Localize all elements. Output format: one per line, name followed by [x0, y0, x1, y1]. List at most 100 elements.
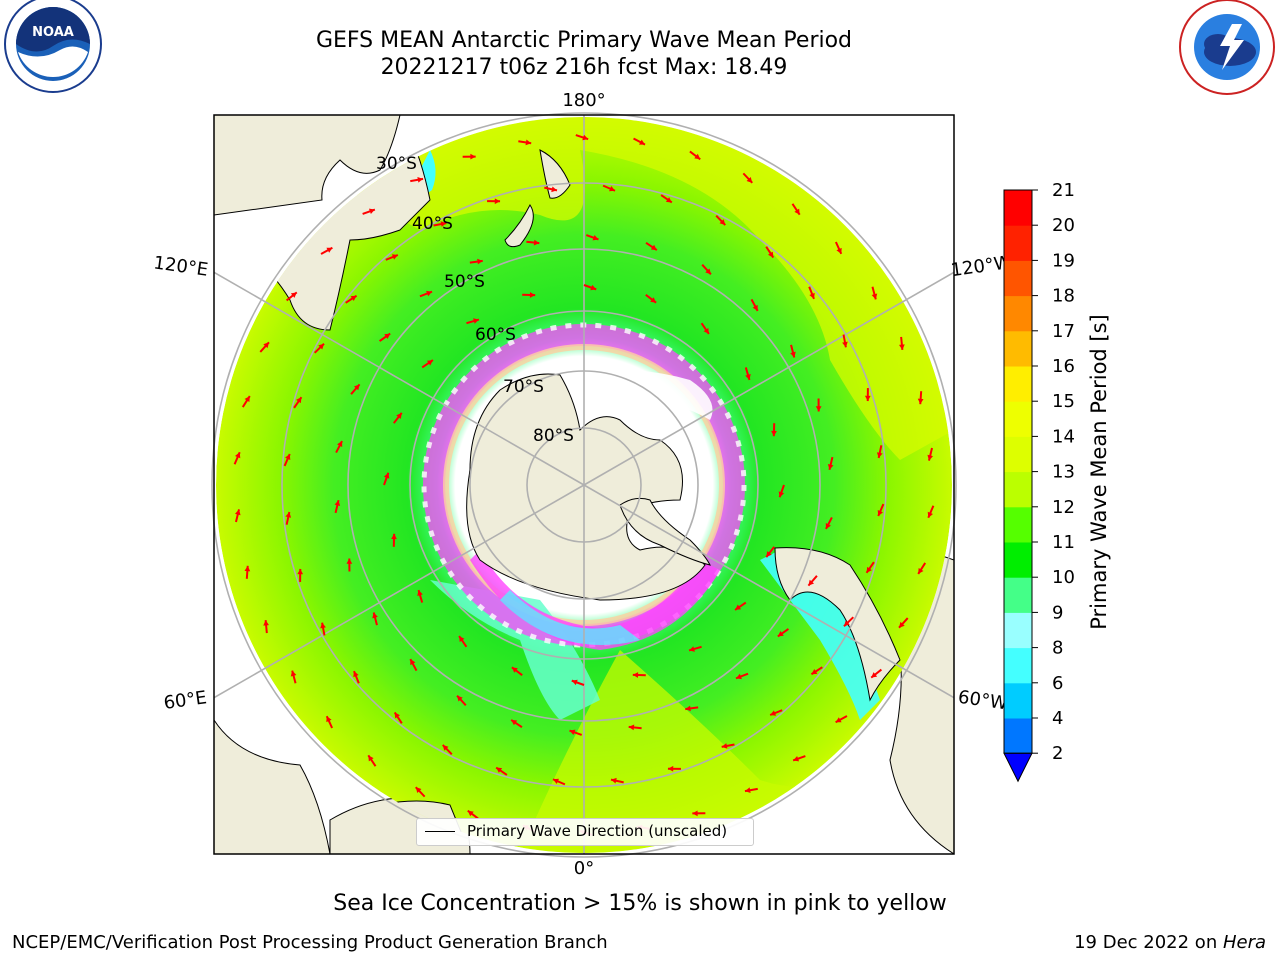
- colorbar-tick-label: 21: [1052, 180, 1075, 201]
- wave-arrow-head: [350, 295, 357, 302]
- wave-arrow-head: [337, 441, 343, 448]
- wave-arrow-head: [511, 719, 518, 726]
- lat-label-40s: 40°S: [412, 214, 453, 234]
- wave-arrow-head: [685, 705, 691, 712]
- lat-label-80s: 80°S: [533, 426, 574, 446]
- meridian-120w: [583, 271, 954, 486]
- colorbar-tick-label: 12: [1052, 497, 1075, 518]
- nws-logo-icon: [1179, 0, 1275, 95]
- wave-arrow-head: [346, 558, 353, 564]
- lat-label-60s: 60°S: [475, 325, 516, 345]
- wave-arrow-head: [650, 244, 657, 251]
- footer-date: 19 Dec 2022 on Hera: [1074, 932, 1266, 953]
- wave-arrow-head: [843, 620, 850, 627]
- lon-label-60e: 60°E: [162, 687, 208, 714]
- colorbar-tick-label: 11: [1052, 532, 1075, 553]
- wave-arrow-head: [297, 568, 304, 575]
- wave-arrow-head: [394, 712, 401, 719]
- wave-arrow-head: [470, 153, 476, 160]
- wave-arrow-head: [719, 219, 726, 226]
- noaa-logo-text: NOAA: [32, 25, 74, 40]
- wave-arrow-head: [827, 464, 834, 470]
- wave-arrow-head: [459, 636, 465, 643]
- wave-arrow-head: [320, 622, 326, 629]
- colorbar-segment: [1004, 436, 1032, 473]
- wave-arrow-head: [592, 234, 599, 241]
- wave-arrow-head: [244, 396, 250, 403]
- colorbar-tick-label: 20: [1052, 215, 1075, 236]
- meridian-120e: [214, 271, 585, 486]
- wave-arrow-head: [665, 197, 672, 203]
- colorbar-segment: [1004, 225, 1032, 261]
- wave-arrow-head: [318, 343, 325, 350]
- wave-arrow-head: [694, 153, 701, 160]
- wave-arrow-head: [767, 251, 774, 258]
- wave-arrow-head: [533, 239, 540, 246]
- wave-arrow-head: [353, 384, 360, 391]
- lat-label-30s: 30°S: [376, 154, 417, 174]
- colorbar-segment: [1004, 190, 1032, 226]
- wave-arrow-head: [244, 565, 251, 572]
- map-legend: Primary Wave Direction (unscaled): [416, 818, 754, 846]
- map-border: [213, 114, 955, 855]
- colorbar-segment: [1004, 577, 1032, 613]
- wave-arrow-head: [551, 186, 558, 193]
- wave-arrow-head: [866, 566, 872, 573]
- wave-arrow-head: [777, 631, 784, 637]
- wave-arrow-head: [650, 297, 657, 303]
- colorbar-segment: [1004, 718, 1032, 754]
- wave-arrow-head: [745, 374, 751, 380]
- legend-label: Primary Wave Direction (unscaled): [467, 822, 728, 840]
- wave-arrow-head: [609, 186, 616, 192]
- colorbar-segment: [1004, 647, 1032, 684]
- land-antarctica: [466, 373, 706, 601]
- wave-arrow-head: [632, 672, 639, 678]
- wave-arrow-head: [667, 765, 674, 772]
- wave-arrow-head: [417, 590, 423, 596]
- wave-arrow-head: [467, 810, 474, 817]
- graticule: [211, 112, 957, 858]
- lon-label-0: 0°: [574, 858, 594, 879]
- meridian-60w: [583, 484, 954, 699]
- wave-arrow-head: [735, 604, 742, 610]
- wave-arrow-head: [876, 452, 883, 459]
- wave-arrow-head: [529, 292, 536, 298]
- wave-arrow-head: [368, 755, 374, 762]
- wave-arrow-head: [590, 284, 597, 291]
- wave-arrow-head: [391, 533, 397, 540]
- colorbar-segment: [1004, 366, 1032, 402]
- colorbar-tick-label: 4: [1052, 708, 1063, 729]
- wave-arrow-head: [752, 304, 758, 311]
- wave-arrow-head: [744, 787, 751, 794]
- wave-arrow-head: [263, 342, 269, 349]
- wave-arrow-head: [770, 710, 777, 716]
- wave-arrow-head: [384, 333, 391, 339]
- wave-arrow-head: [571, 679, 578, 686]
- colorbar-extend-arrow: [1003, 752, 1033, 783]
- colorbar-segment: [1004, 471, 1032, 508]
- wave-arrow-head: [771, 430, 777, 437]
- wave-arrow-head: [353, 671, 359, 678]
- colorbar-segment: [1004, 295, 1032, 332]
- wave-arrow-head: [790, 351, 796, 358]
- wave-arrow-head: [290, 292, 297, 298]
- wave-arrow-head: [442, 744, 449, 751]
- wave-arrow-head: [396, 412, 402, 419]
- colorbar-tick-label: 6: [1052, 673, 1063, 694]
- colorbar-tick-label: 15: [1052, 391, 1075, 412]
- wave-arrow-head: [477, 258, 483, 265]
- wave-arrow-head: [705, 268, 711, 275]
- wave-arrow-head: [290, 670, 297, 677]
- wave-arrow-head: [383, 472, 390, 479]
- wave-arrow-head: [494, 198, 501, 205]
- colorbar-tick-label: 16: [1052, 356, 1075, 377]
- footer-date-text: 19 Dec 2022 on: [1074, 932, 1223, 953]
- wave-arrow-head: [410, 659, 416, 666]
- wave-arrow-head: [391, 254, 398, 260]
- wave-arrow-head: [842, 341, 848, 348]
- wave-arrow-head: [703, 327, 709, 334]
- wave-arrow-head: [794, 208, 800, 215]
- wave-arrow-head: [778, 491, 785, 498]
- wave-arrow-head: [721, 743, 728, 749]
- colorbar-segment: [1004, 682, 1032, 719]
